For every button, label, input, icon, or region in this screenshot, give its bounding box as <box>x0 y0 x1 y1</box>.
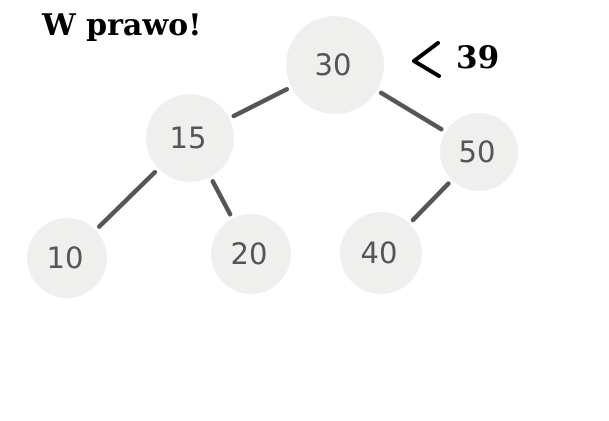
edge-15-10 <box>96 169 158 229</box>
node-15: 15 <box>146 94 234 182</box>
node-label: 40 <box>361 236 398 270</box>
less-than-arrow-icon <box>412 41 441 78</box>
node-circle <box>146 94 234 182</box>
node-label: 30 <box>315 48 352 82</box>
edge-30-15 <box>231 87 290 119</box>
search-value: 39 <box>456 40 500 76</box>
nodes-layer: 30 15 50 10 20 40 <box>27 16 518 298</box>
node-circle <box>211 214 291 294</box>
node-30: 30 <box>286 16 384 114</box>
node-label: 20 <box>231 237 268 271</box>
node-50: 50 <box>440 113 518 191</box>
node-40: 40 <box>340 212 422 294</box>
edges-layer <box>96 87 451 229</box>
node-10: 10 <box>27 218 107 298</box>
node-20: 20 <box>211 214 291 294</box>
node-label: 15 <box>170 121 207 155</box>
edge-15-20 <box>210 179 233 217</box>
caption-title: W prawo! <box>42 8 202 43</box>
node-label: 50 <box>459 135 496 169</box>
edge-30-50 <box>378 90 444 132</box>
node-circle <box>340 212 422 294</box>
node-label: 10 <box>47 241 84 275</box>
node-circle <box>286 16 384 114</box>
node-circle <box>27 218 107 298</box>
node-circle <box>440 113 518 191</box>
edge-50-40 <box>410 181 451 223</box>
